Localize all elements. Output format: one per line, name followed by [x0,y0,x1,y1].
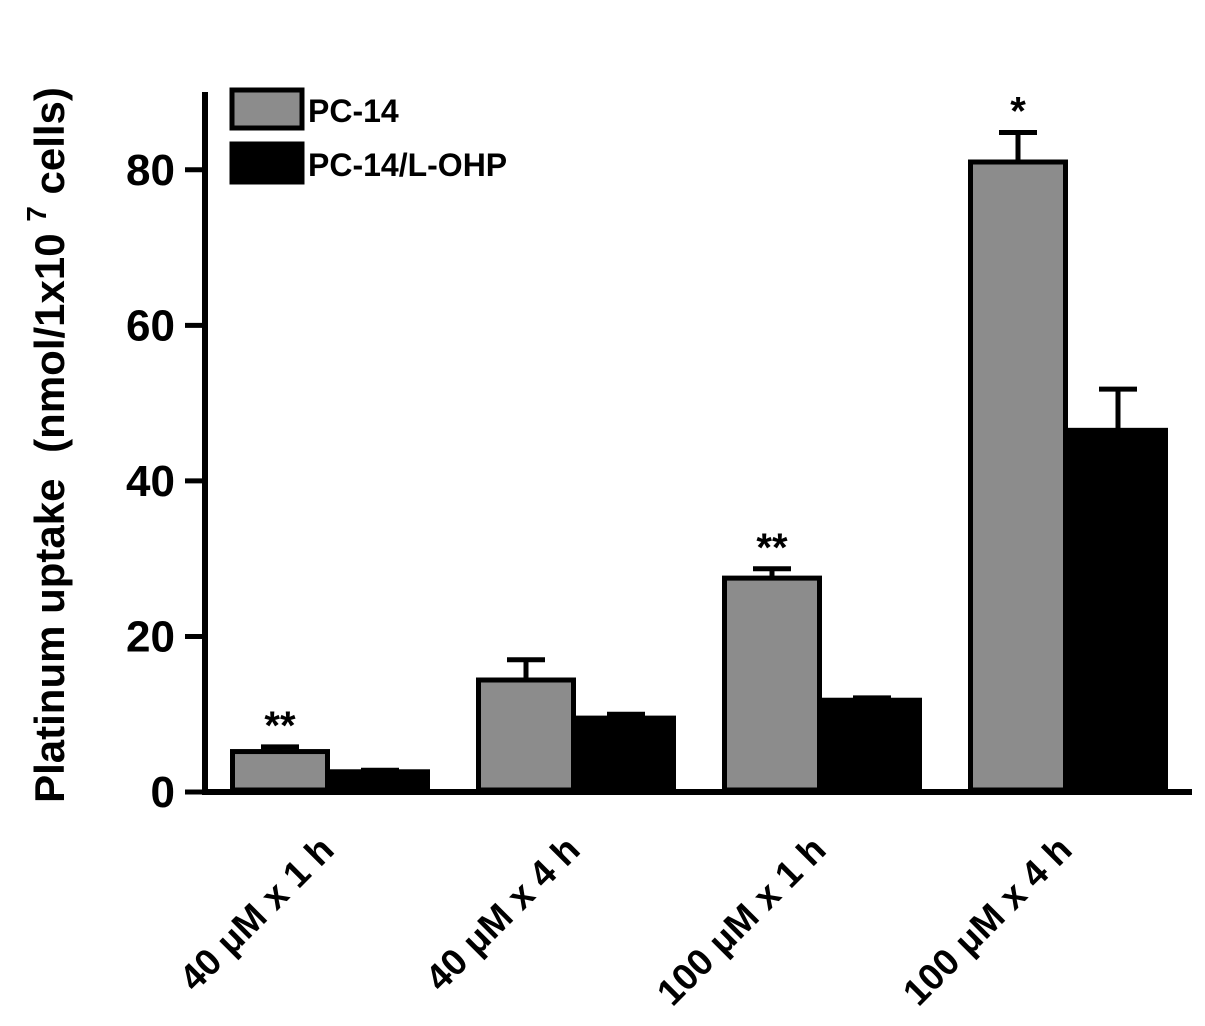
bar-pc14-loh-2 [576,715,676,793]
error-bars [261,129,1137,773]
legend-label: PC-14 [308,93,399,129]
y-axis-title: Platinum uptake (nmol/1x10 7 cells) [8,87,73,803]
x-tick-label: 100 μM x 4 h [895,829,1080,1014]
x-tick-label: 40 μM x 4 h [418,829,588,999]
y-tick-label: 40 [126,457,175,506]
significance-markers: ***** [264,89,1026,747]
bar-pc14-3 [722,575,822,793]
legend-label: PC-14/L-OHP [308,147,507,183]
significance-marker: * [1010,89,1026,133]
bar-pc14-1 [230,749,330,793]
bar-pc14-loh-3 [822,697,922,793]
legend: PC-14 PC-14/L-OHP [229,87,507,185]
x-axis-labels: 40 μM x 1 h 40 μM x 4 h 100 μM x 1 h 100 μM… [172,829,1080,1014]
legend-swatch-pc14 [229,87,305,131]
x-tick-label: 40 μM x 1 h [172,829,342,999]
y-tick-label: 20 [126,612,175,661]
svg-text:Platinum uptake (nmol/1x: Platinum uptake (nmol/1x10 7 cells) [8,87,73,803]
x-tick-label: 100 μM x 1 h [649,829,834,1014]
y-tick-label: 60 [126,301,175,350]
bars [230,159,1168,793]
bar-pc14-loh-1 [330,769,430,793]
y-axis-ticks: 0 20 40 60 80 [126,146,205,817]
y-axis-title-unit-suffix: cells) [26,87,73,194]
legend-swatch-pc14-loh [229,141,305,185]
bar-pc14-2 [476,677,576,793]
bar-pc14-4 [968,159,1068,793]
y-tick-label: 80 [126,146,175,195]
significance-marker: ** [264,704,296,748]
y-tick-label: 0 [151,768,175,817]
significance-marker: ** [756,526,788,570]
y-axis-title-unit-exponent: 7 [21,206,52,222]
y-axis-title-main: Platinum uptake [26,479,73,803]
axes [202,92,1192,795]
y-axis-title-unit-prefix: (nmol/1x10 [26,233,73,452]
bar-pc14-loh-4 [1068,427,1168,793]
